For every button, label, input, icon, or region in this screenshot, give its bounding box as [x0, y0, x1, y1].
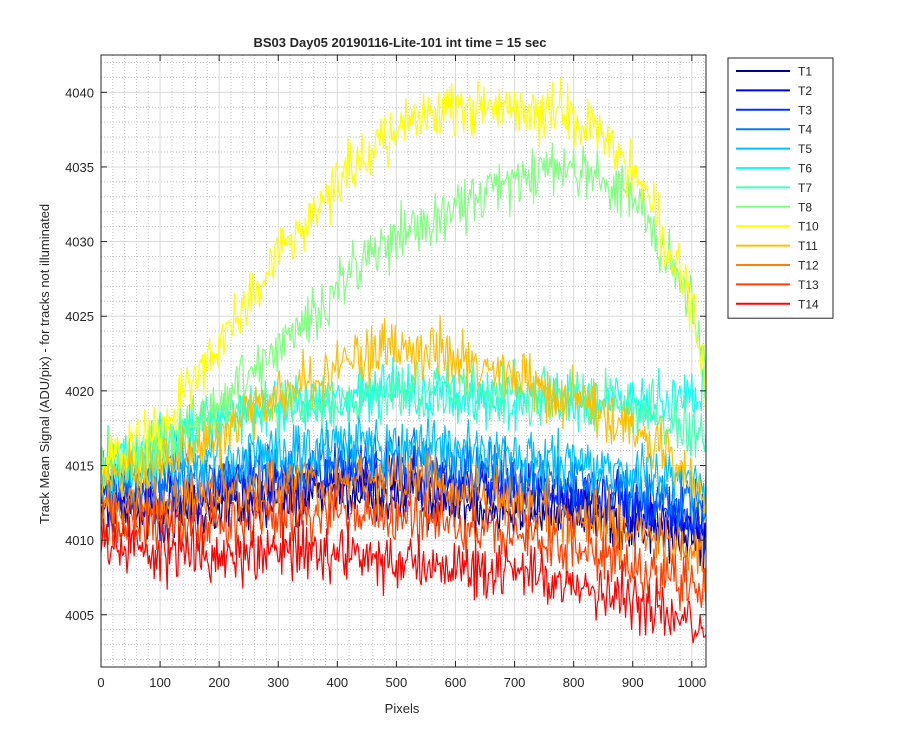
x-tick-label: 700: [504, 675, 526, 690]
legend-label: T8: [798, 200, 812, 214]
chart-title: BS03 Day05 20190116-Lite-101 int time = …: [253, 35, 546, 50]
y-tick-label: 4010: [65, 533, 94, 548]
series-lines: [100, 78, 707, 644]
x-tick-label: 900: [622, 675, 644, 690]
series-line-t5: [100, 409, 707, 513]
x-tick-label: 100: [149, 675, 171, 690]
x-tick-label: 500: [386, 675, 408, 690]
x-axis-label: Pixels: [385, 701, 420, 716]
legend-label: T3: [798, 103, 812, 117]
x-tick-label: 300: [267, 675, 289, 690]
legend: T1 T2 T3 T4 T5 T6 T7 T8 T10 T11 T12 T13 T14: [727, 57, 834, 319]
y-tick-label: 4040: [65, 85, 94, 100]
y-axis-label: Track Mean Signal (ADU/pix) - for tracks…: [37, 204, 52, 524]
y-tick-label: 4020: [65, 384, 94, 399]
y-axis-ticks: 4005 4010 4015 4020 4025 4030 4035 4040: [65, 85, 706, 623]
series-line-t7: [100, 358, 707, 483]
legend-label: T2: [798, 84, 812, 98]
plot-frame: [100, 54, 707, 668]
legend-label: T5: [798, 142, 812, 156]
x-tick-label: 1000: [677, 675, 706, 690]
x-tick-label: 600: [445, 675, 467, 690]
legend-label: T7: [798, 181, 812, 195]
y-tick-label: 4005: [65, 608, 94, 623]
y-tick-label: 4030: [65, 235, 94, 250]
legend-label: T6: [798, 162, 812, 176]
series-line-t10: [100, 78, 707, 485]
legend-label: T4: [798, 123, 812, 137]
series-line-t13: [100, 482, 707, 612]
x-tick-label: 400: [326, 675, 348, 690]
legend-label: T1: [798, 65, 812, 79]
y-tick-label: 4035: [65, 160, 94, 175]
legend-label: T13: [798, 278, 819, 292]
legend-label: T14: [798, 297, 819, 311]
y-tick-label: 4025: [65, 309, 94, 324]
series-line-t11: [100, 314, 707, 514]
x-tick-label: 200: [208, 675, 230, 690]
y-tick-label: 4015: [65, 458, 94, 473]
series-line-t14: [100, 516, 707, 644]
legend-label: T10: [798, 220, 819, 234]
series-line-t12: [100, 450, 707, 593]
series-line-t8: [100, 142, 707, 500]
x-tick-label: 0: [97, 675, 104, 690]
legend-label: T11: [798, 239, 818, 253]
x-tick-label: 800: [563, 675, 585, 690]
legend-label: T12: [798, 259, 819, 273]
x-axis-ticks: 0 100 200 300 400 500 600 700 800 900 1000: [97, 55, 706, 690]
